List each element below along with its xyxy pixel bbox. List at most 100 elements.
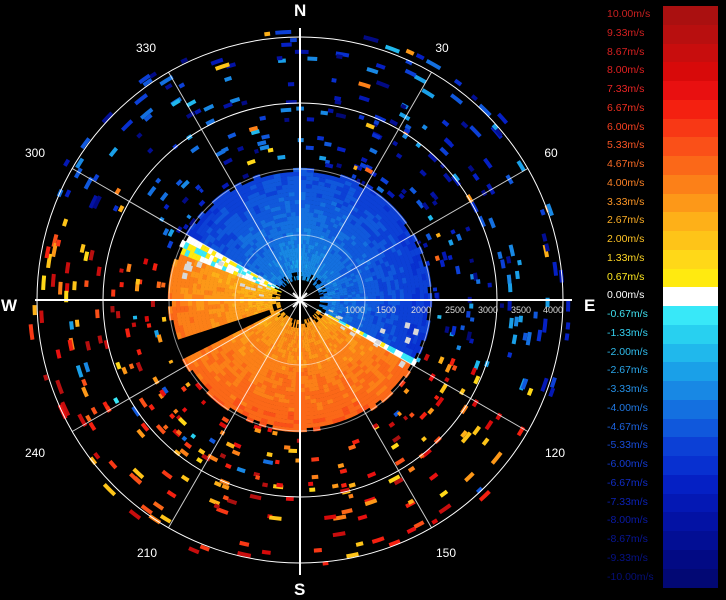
velocity-bin [90,406,98,415]
velocity-bin [380,367,388,376]
colorbar-level-label: -2.00m/s [607,345,648,358]
velocity-bin [84,280,89,288]
velocity-bin [276,209,283,215]
velocity-bin [293,359,297,365]
velocity-bin [179,305,185,313]
velocity-bin [400,367,408,376]
velocity-bin [292,343,296,348]
velocity-bin [195,234,203,242]
velocity-bin [249,264,255,270]
velocity-bin [312,257,316,263]
velocity-bin [324,141,332,147]
velocity-bin [228,310,234,316]
velocity-bin [318,368,324,374]
velocity-bin [303,375,309,381]
velocity-bin [162,227,170,236]
velocity-bin [323,223,330,230]
velocity-bin [279,422,288,428]
velocity-bin [301,263,304,269]
velocity-bin [192,224,200,233]
velocity-bin [386,190,396,199]
velocity-bin [422,279,428,288]
velocity-bin [180,311,186,319]
velocity-bin [250,287,257,292]
velocity-bin [419,169,427,177]
colorbar-level: 2.67m/s [602,212,724,232]
velocity-bin [249,183,258,191]
velocity-bin [389,252,396,260]
velocity-bin [289,273,293,278]
velocity-bin [552,261,559,276]
velocity-bin [367,303,373,308]
velocity-bin [565,322,571,330]
velocity-bin [280,278,285,284]
velocity-bin [475,279,481,284]
velocity-bin [274,459,280,465]
velocity-bin [283,319,287,324]
velocity-bin [373,114,387,123]
velocity-bin [281,312,286,317]
velocity-bin [300,203,306,209]
velocity-bin [273,288,279,292]
velocity-bin [283,357,288,363]
velocity-bin [253,148,259,154]
velocity-bin [204,279,211,286]
velocity-bin [264,290,270,294]
velocity-bin [371,307,376,313]
velocity-bin [500,259,506,269]
velocity-bin [317,325,322,331]
velocity-bin [336,163,343,169]
velocity-bin [406,282,412,290]
velocity-bin [342,287,348,292]
velocity-bin [317,269,322,275]
velocity-bin [179,287,185,294]
velocity-bin [287,371,293,376]
velocity-bin [291,260,295,265]
velocity-bin [386,247,394,255]
velocity-bin [409,249,417,258]
velocity-bin [360,156,368,164]
velocity-bin [383,271,390,278]
velocity-bin [343,306,348,311]
velocity-bin [403,127,411,135]
velocity-bin [226,276,232,282]
velocity-bin [219,223,227,231]
velocity-bin [322,210,329,217]
velocity-bin [419,293,425,301]
velocity-bin [334,277,340,282]
velocity-bin [233,442,242,449]
velocity-bin [262,283,268,288]
velocity-bin [283,445,291,450]
colorbar-level: 4.67m/s [602,156,724,175]
velocity-bin [240,287,246,292]
velocity-bin [88,194,99,209]
velocity-bin [338,319,343,325]
velocity-bin [215,352,223,359]
velocity-bin [260,258,266,264]
velocity-bin [279,356,285,363]
velocity-bin [365,195,374,204]
velocity-bin [134,93,149,106]
velocity-bin [188,310,194,318]
velocity-bin [352,400,361,408]
velocity-bin [300,211,305,217]
velocity-bin [353,324,359,330]
velocity-bin [230,317,236,323]
velocity-bin [210,57,224,66]
velocity-bin [307,326,310,332]
velocity-bin [92,195,102,210]
velocity-bin [180,179,190,189]
velocity-bin [421,319,427,328]
velocity-bin [232,221,240,229]
velocity-bin [282,402,290,408]
velocity-bin [282,281,287,286]
velocity-bin [382,370,391,379]
velocity-bin [300,187,307,193]
velocity-bin [259,323,265,329]
velocity-bin [392,370,401,379]
velocity-bin [276,55,283,61]
velocity-bin [309,329,313,335]
colorbar-swatch [663,174,718,194]
velocity-bin [293,235,298,241]
velocity-bin [320,110,329,116]
